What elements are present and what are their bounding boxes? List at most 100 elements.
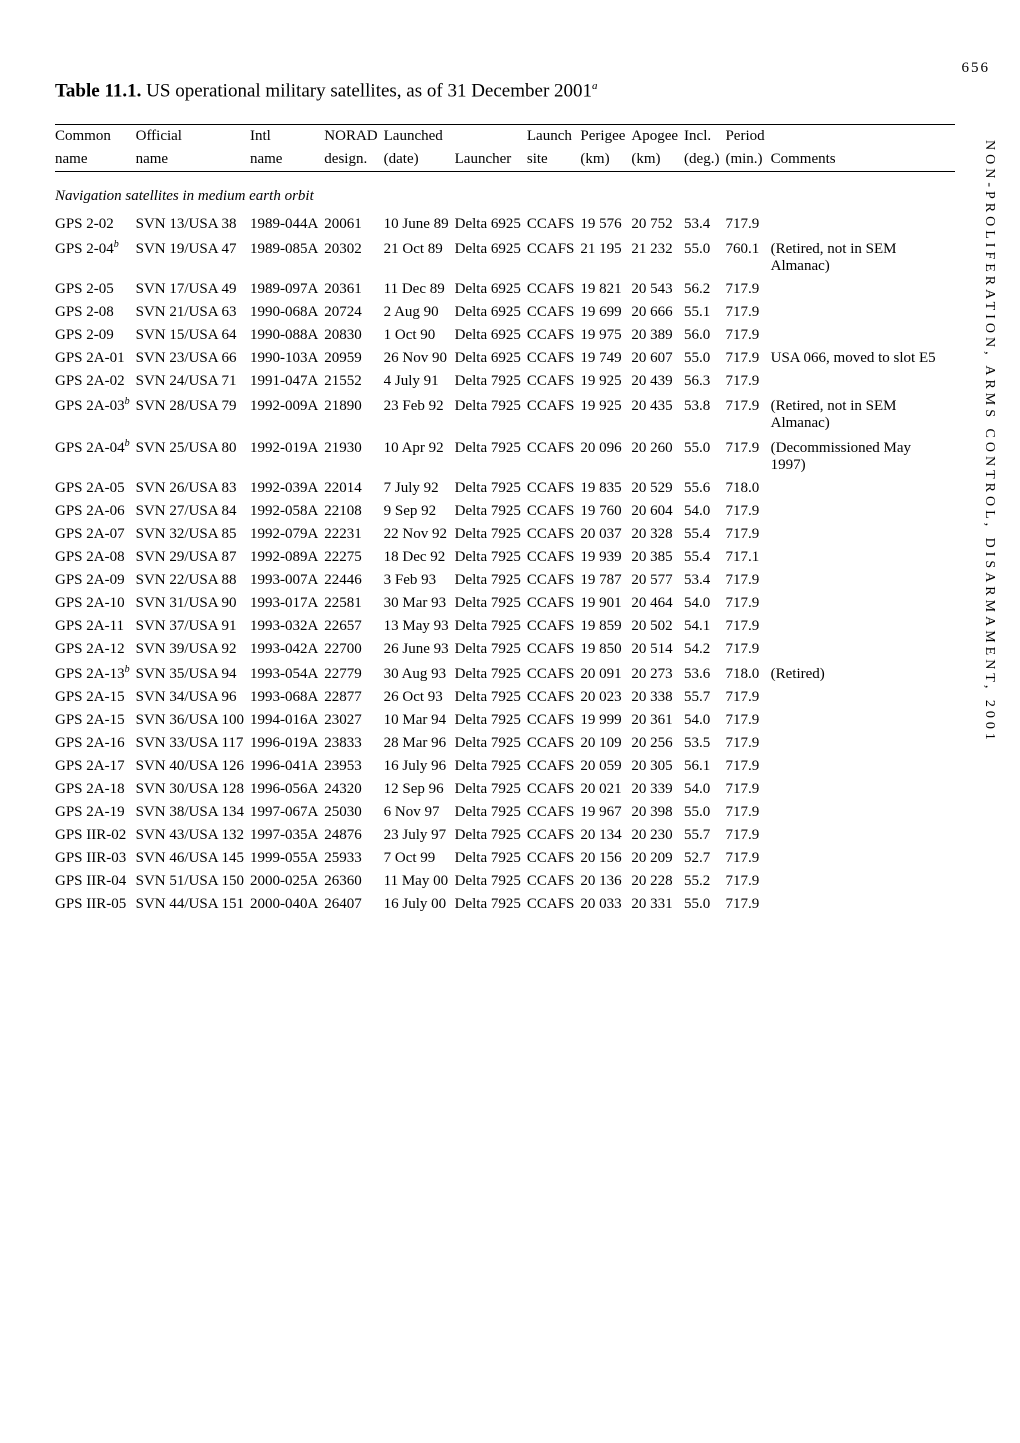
table-cell: CCAFS (527, 847, 581, 870)
table-cell: 20 435 (631, 393, 684, 435)
table-row: GPS 2A-03bSVN 28/USA 791992-009A2189023 … (55, 393, 955, 435)
table-cell (771, 523, 955, 546)
table-cell: 1 Oct 90 (384, 324, 455, 347)
table-cell: 717.9 (725, 801, 770, 824)
table-cell: Delta 7925 (455, 709, 527, 732)
table-cell (771, 732, 955, 755)
table-cell: 1993-017A (250, 592, 324, 615)
table-cell: 22446 (324, 569, 383, 592)
table-cell: 1992-039A (250, 477, 324, 500)
table-cell: 1993-042A (250, 638, 324, 661)
column-header-line2: (min.) (725, 148, 770, 172)
table-cell: SVN 32/USA 85 (136, 523, 250, 546)
table-cell: 19 859 (580, 615, 631, 638)
table-cell: 20 037 (580, 523, 631, 546)
footnote-marker: b (125, 664, 130, 675)
table-cell: 55.4 (684, 546, 725, 569)
table-cell: 717.9 (725, 709, 770, 732)
table-cell: 10 June 89 (384, 213, 455, 236)
table-cell: 4 July 91 (384, 370, 455, 393)
table-cell (771, 569, 955, 592)
table-cell: 55.0 (684, 435, 725, 477)
table-cell: 1994-016A (250, 709, 324, 732)
table-cell: 20 361 (631, 709, 684, 732)
table-cell: 23833 (324, 732, 383, 755)
table-cell: 1992-089A (250, 546, 324, 569)
table-cell: 20830 (324, 324, 383, 347)
table-cell: 20 156 (580, 847, 631, 870)
table-cell: 30 Aug 93 (384, 661, 455, 686)
table-cell: 55.7 (684, 824, 725, 847)
table-cell: 24320 (324, 778, 383, 801)
column-header-line2: Comments (771, 148, 955, 172)
table-row: GPS 2A-11SVN 37/USA 911993-032A2265713 M… (55, 615, 955, 638)
table-cell: 20 209 (631, 847, 684, 870)
table-cell: SVN 44/USA 151 (136, 893, 250, 916)
table-cell: 20 059 (580, 755, 631, 778)
table-cell: SVN 31/USA 90 (136, 592, 250, 615)
table-cell: 55.6 (684, 477, 725, 500)
table-cell: CCAFS (527, 686, 581, 709)
table-cell: SVN 22/USA 88 (136, 569, 250, 592)
table-cell: 20361 (324, 278, 383, 301)
table-cell: CCAFS (527, 324, 581, 347)
table-cell: Delta 6925 (455, 236, 527, 278)
table-cell: 2 Aug 90 (384, 301, 455, 324)
table-cell: 20302 (324, 236, 383, 278)
table-cell: SVN 39/USA 92 (136, 638, 250, 661)
column-header-line1: Launch (527, 125, 581, 149)
table-cell (771, 847, 955, 870)
table-cell: SVN 30/USA 128 (136, 778, 250, 801)
table-cell: 717.1 (725, 546, 770, 569)
table-cell: 1993-007A (250, 569, 324, 592)
header-row-2: namenamenamedesign.(date)Launchersite(km… (55, 148, 955, 172)
table-cell: GPS 2A-15 (55, 686, 136, 709)
table-cell: 23027 (324, 709, 383, 732)
table-cell: 20 464 (631, 592, 684, 615)
table-cell: 21 Oct 89 (384, 236, 455, 278)
table-cell: 54.0 (684, 592, 725, 615)
footnote-marker: b (125, 438, 130, 449)
column-header-line1: Apogee (631, 125, 684, 149)
table-cell: 19 699 (580, 301, 631, 324)
table-cell: 718.0 (725, 477, 770, 500)
table-cell (771, 615, 955, 638)
table-cell: 1993-068A (250, 686, 324, 709)
table-cell: 717.9 (725, 824, 770, 847)
table-cell: USA 066, moved to slot E5 (771, 347, 955, 370)
table-cell: 19 925 (580, 393, 631, 435)
table-cell: 1992-009A (250, 393, 324, 435)
table-cell: 1989-085A (250, 236, 324, 278)
table-cell: 26407 (324, 893, 383, 916)
table-cell: 53.8 (684, 393, 725, 435)
table-cell: 717.9 (725, 847, 770, 870)
table-cell (771, 824, 955, 847)
table-cell: 20 389 (631, 324, 684, 347)
table-cell: GPS 2A-03b (55, 393, 136, 435)
table-cell: 717.9 (725, 870, 770, 893)
table-cell (771, 778, 955, 801)
column-header-line1: Incl. (684, 125, 725, 149)
table-cell: SVN 34/USA 96 (136, 686, 250, 709)
table-row: GPS 2-02SVN 13/USA 381989-044A2006110 Ju… (55, 213, 955, 236)
table-cell: SVN 25/USA 80 (136, 435, 250, 477)
table-cell: CCAFS (527, 615, 581, 638)
table-cell: 20 398 (631, 801, 684, 824)
table-cell: Delta 7925 (455, 546, 527, 569)
table-cell: 19 925 (580, 370, 631, 393)
table-cell: CCAFS (527, 732, 581, 755)
table-cell: SVN 19/USA 47 (136, 236, 250, 278)
table-cell: 10 Mar 94 (384, 709, 455, 732)
column-header-line1: Intl (250, 125, 324, 149)
column-header-line1 (455, 125, 527, 149)
table-cell: 20 514 (631, 638, 684, 661)
table-cell: 717.9 (725, 592, 770, 615)
table-cell: 10 Apr 92 (384, 435, 455, 477)
table-row: GPS 2A-08SVN 29/USA 871992-089A2227518 D… (55, 546, 955, 569)
table-cell: CCAFS (527, 569, 581, 592)
table-cell: 717.9 (725, 778, 770, 801)
table-cell: 1996-041A (250, 755, 324, 778)
table-cell: SVN 43/USA 132 (136, 824, 250, 847)
table-cell: 717.9 (725, 370, 770, 393)
table-cell: 56.2 (684, 278, 725, 301)
